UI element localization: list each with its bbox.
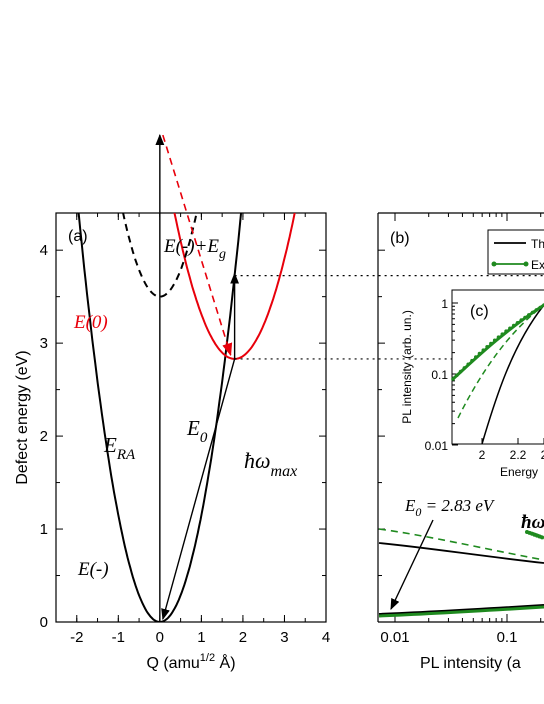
c-experiment-point xyxy=(474,355,478,359)
c-y-tick-label: 1 xyxy=(441,297,448,311)
b-theory-dashed xyxy=(378,528,544,561)
b-x-tick-label: 0.01 xyxy=(380,629,409,646)
c-theory-dashed xyxy=(457,304,544,419)
c-x-tick-label: 2 xyxy=(541,448,544,462)
c-y-tick-label: 0.01 xyxy=(425,439,449,453)
x-axis-label: Q (amu1/2 Å) xyxy=(146,652,235,672)
panel-a-plot xyxy=(77,213,296,622)
c-y-tick-label: 0.1 xyxy=(431,368,448,382)
b-label-hw: ħω xyxy=(521,512,544,533)
x-tick-label: -1 xyxy=(112,629,125,646)
arrow-relaxation xyxy=(162,134,233,357)
x-tick-label: 0 xyxy=(156,629,164,646)
c-x-tick-label: 2.2 xyxy=(510,448,527,462)
c-experiment-point xyxy=(515,321,520,325)
c-x-tick-label: 2 xyxy=(479,448,486,462)
c-y-axis-label: PL intensity (arb. un.) xyxy=(400,310,414,424)
b-experiment-point xyxy=(540,535,544,540)
c-experiment-point xyxy=(477,351,482,356)
panel-label-a: (a) xyxy=(68,228,88,245)
b-theory-upper xyxy=(378,542,544,564)
arrow-e-0 xyxy=(161,358,236,621)
b-theory-lower xyxy=(378,604,544,615)
c-experiment-point xyxy=(496,335,501,340)
c-experiment-point xyxy=(519,318,524,322)
y-tick-label: 4 xyxy=(40,242,48,259)
c-experiment-point xyxy=(511,323,516,328)
x-tick-label: 2 xyxy=(239,629,247,646)
b-x-axis-label: PL intensity (a xyxy=(420,655,521,672)
x-tick-label: 1 xyxy=(197,629,205,646)
b-experiment-lower xyxy=(378,605,544,618)
c-experiment-point xyxy=(508,326,512,331)
legend-label-theory: Th xyxy=(531,237,544,251)
c-x-axis-label: Energy xyxy=(500,465,538,479)
legend-label-experiment: Ex xyxy=(531,258,544,272)
y-tick-label: 3 xyxy=(40,335,48,352)
c-experiment-point xyxy=(530,310,535,315)
c-experiment-point xyxy=(481,348,486,353)
label-e-0: E0 xyxy=(186,416,208,446)
c-theory-curve xyxy=(481,304,544,445)
b-arrow-e0 xyxy=(390,519,434,611)
c-experiment-point xyxy=(534,308,539,312)
c-experiment-point xyxy=(538,305,542,310)
legend-marker-experiment xyxy=(523,261,529,267)
y-axis-label: Defect energy (eV) xyxy=(14,350,31,484)
c-experiment-point xyxy=(504,329,508,334)
c-experiment-point xyxy=(485,345,489,349)
c-experiment-point xyxy=(470,358,474,363)
panel-label-c: (c) xyxy=(470,303,489,320)
legend-marker-experiment xyxy=(491,261,497,267)
c-experiment-point xyxy=(492,338,497,343)
c-experiment-point xyxy=(458,369,463,374)
x-tick-label: -2 xyxy=(70,629,83,646)
c-experiment-point xyxy=(451,377,455,381)
label-e-minus: E(-) xyxy=(77,559,109,580)
legend-box xyxy=(487,229,544,275)
b-x-tick-label: 0.1 xyxy=(497,629,518,646)
y-tick-label: 2 xyxy=(40,428,48,445)
y-tick-label: 1 xyxy=(40,521,48,538)
c-experiment-point xyxy=(455,373,459,378)
c-experiment-point xyxy=(462,366,467,370)
x-tick-label: 4 xyxy=(322,629,330,646)
label-e-zero: E(0) xyxy=(73,312,108,333)
series-line-e- xyxy=(173,213,296,360)
c-experiment-point xyxy=(489,341,493,346)
c-experiment-point xyxy=(527,313,531,317)
x-tick-label: 3 xyxy=(280,629,288,646)
label-e-ra: ERA xyxy=(103,433,136,463)
c-experiment-curve xyxy=(451,303,544,381)
panel-label-b: (b) xyxy=(390,230,410,247)
c-experiment-point xyxy=(500,332,505,337)
y-tick-label: 0 xyxy=(40,614,48,631)
c-experiment-point xyxy=(523,315,527,320)
c-experiment-point xyxy=(466,362,471,367)
series-line-e- xyxy=(77,213,243,622)
panel-a-frame xyxy=(55,212,327,623)
label-hw-max: ħωmax xyxy=(244,448,297,480)
label-e-minus-plus-eg: E(-)+Eg xyxy=(163,236,226,262)
b-annotation-e0: E0 = 2.83 eV xyxy=(404,496,496,519)
